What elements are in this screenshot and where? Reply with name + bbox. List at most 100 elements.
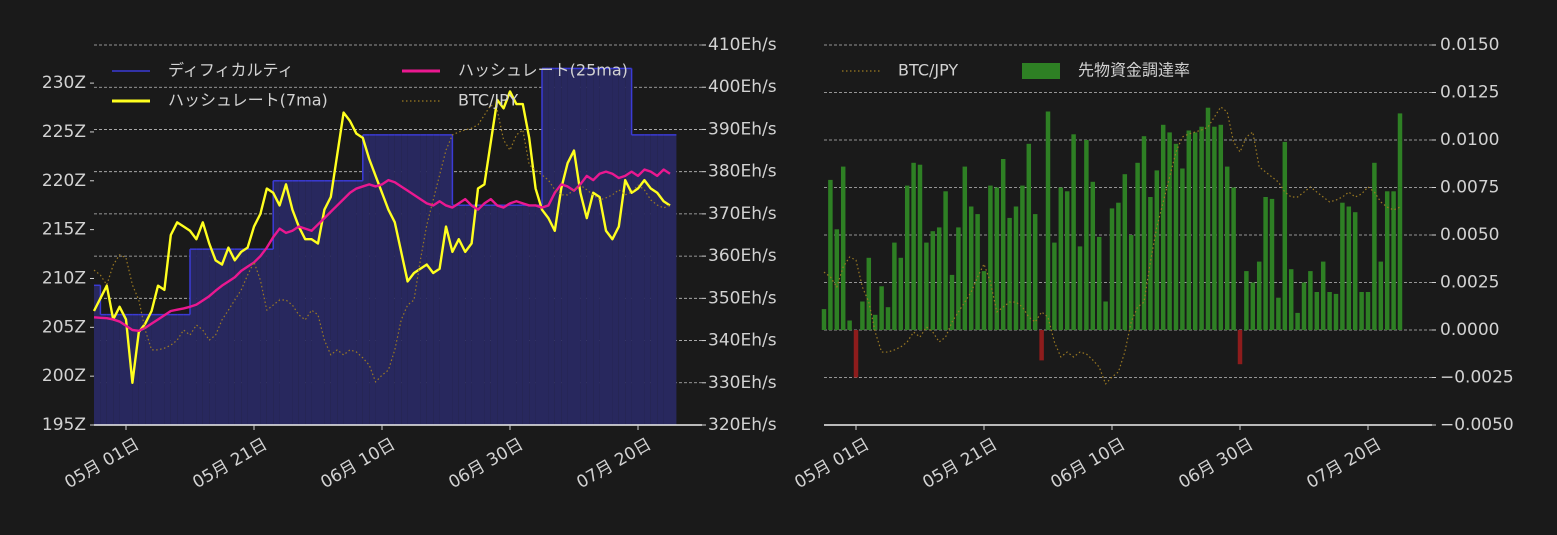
bar xyxy=(1295,312,1300,330)
y-tick-label: 0.0150 xyxy=(1440,35,1499,55)
bar xyxy=(892,242,897,330)
bar xyxy=(1167,132,1172,330)
area-step-fill xyxy=(497,205,504,425)
area-step-fill xyxy=(337,180,344,425)
area-step-fill xyxy=(522,205,530,425)
bar xyxy=(1192,132,1198,330)
y-tick-label: 210Z xyxy=(42,268,86,288)
area-step-fill xyxy=(170,314,178,425)
bar xyxy=(1378,261,1384,330)
area-step-fill xyxy=(305,180,312,425)
bar xyxy=(1154,170,1160,330)
y-tick-label: 0.0025 xyxy=(1440,273,1499,293)
area-step-fill xyxy=(94,285,101,425)
y2-tick-label: 390Eh/s xyxy=(708,119,777,139)
bar xyxy=(1391,191,1396,330)
y-tick-label: 200Z xyxy=(42,366,86,386)
area-step-fill xyxy=(618,68,626,425)
area-step-fill xyxy=(394,134,402,425)
area-step-fill xyxy=(298,180,306,425)
bar xyxy=(1103,301,1108,330)
area-step-fill xyxy=(606,68,613,425)
bar xyxy=(981,271,987,330)
area-step-fill xyxy=(554,68,562,425)
legend-label: ハッシュレート(7ma) xyxy=(168,91,328,110)
area-step-fill xyxy=(612,68,619,425)
bar xyxy=(943,191,948,330)
area-step-fill xyxy=(292,180,299,425)
bar xyxy=(911,162,916,330)
bar xyxy=(834,229,840,330)
area-step-fill xyxy=(426,134,434,425)
area-step-fill xyxy=(542,68,549,425)
bar xyxy=(872,314,878,330)
area-step-fill xyxy=(433,134,440,425)
legend-label: ディフィカルティ xyxy=(168,61,294,80)
area-step-fill xyxy=(132,314,139,425)
y-tick-label: 0.0125 xyxy=(1440,83,1499,103)
legend-item: ディフィカルティ xyxy=(112,61,294,80)
bar xyxy=(1013,206,1019,330)
y2-tick-label: 320Eh/s xyxy=(708,415,777,435)
bar xyxy=(956,227,961,330)
bar xyxy=(1052,242,1057,330)
bar xyxy=(898,257,904,330)
area-step-fill xyxy=(126,314,133,425)
area-step-fill xyxy=(343,180,350,425)
bar xyxy=(821,309,827,330)
bar xyxy=(1128,235,1134,330)
bar xyxy=(840,166,846,330)
bar xyxy=(1346,206,1352,330)
area-step-fill xyxy=(164,314,171,425)
area-step-fill xyxy=(490,205,498,425)
area-step-fill xyxy=(247,249,254,425)
legend-label: ハッシュレート(25ma) xyxy=(458,61,628,80)
area-step-fill xyxy=(279,180,286,425)
area-step-fill xyxy=(318,180,325,425)
bar xyxy=(1397,113,1403,331)
bar xyxy=(1359,292,1364,330)
area-step-fill xyxy=(625,68,632,425)
y-tick-label: 0.0075 xyxy=(1440,178,1499,198)
area-step-fill xyxy=(631,134,638,425)
area-step-fill xyxy=(158,314,165,425)
bar xyxy=(1301,282,1307,330)
bar xyxy=(1180,168,1185,330)
area-step-fill xyxy=(446,134,453,425)
bar xyxy=(1340,202,1345,330)
area-step-fill xyxy=(215,249,222,425)
area-step-fill xyxy=(266,249,274,425)
area-step-fill xyxy=(106,314,114,425)
bar xyxy=(1269,198,1275,330)
bar xyxy=(1173,143,1179,330)
legend-label: BTC/JPY xyxy=(898,61,958,80)
bar xyxy=(924,242,929,330)
bar xyxy=(1244,271,1249,330)
bar xyxy=(1199,126,1204,330)
y-tick-label: 0.0100 xyxy=(1440,130,1499,150)
bar xyxy=(860,301,865,330)
bar xyxy=(1071,134,1076,330)
y2-tick-label: 380Eh/s xyxy=(708,162,777,182)
area-step-fill xyxy=(638,134,645,425)
area-step-fill xyxy=(644,134,651,425)
area-step-fill xyxy=(234,249,242,425)
bar xyxy=(885,307,891,330)
bar xyxy=(917,164,923,330)
area-step-fill xyxy=(350,180,357,425)
area-step-fill xyxy=(138,314,146,425)
area-step-fill xyxy=(516,205,523,425)
y-tick-label: 225Z xyxy=(42,122,86,142)
bar xyxy=(1090,181,1096,330)
area-step-fill xyxy=(241,249,248,425)
bar xyxy=(1000,159,1006,330)
area-step-fill xyxy=(535,205,542,425)
area-step-fill xyxy=(222,249,229,425)
area-step-fill xyxy=(254,249,261,425)
series-line xyxy=(823,106,1401,385)
area-step-fill xyxy=(657,134,664,425)
area-step-fill xyxy=(650,134,658,425)
area-step-fill xyxy=(145,314,152,425)
y2-tick-label: 360Eh/s xyxy=(708,246,777,266)
